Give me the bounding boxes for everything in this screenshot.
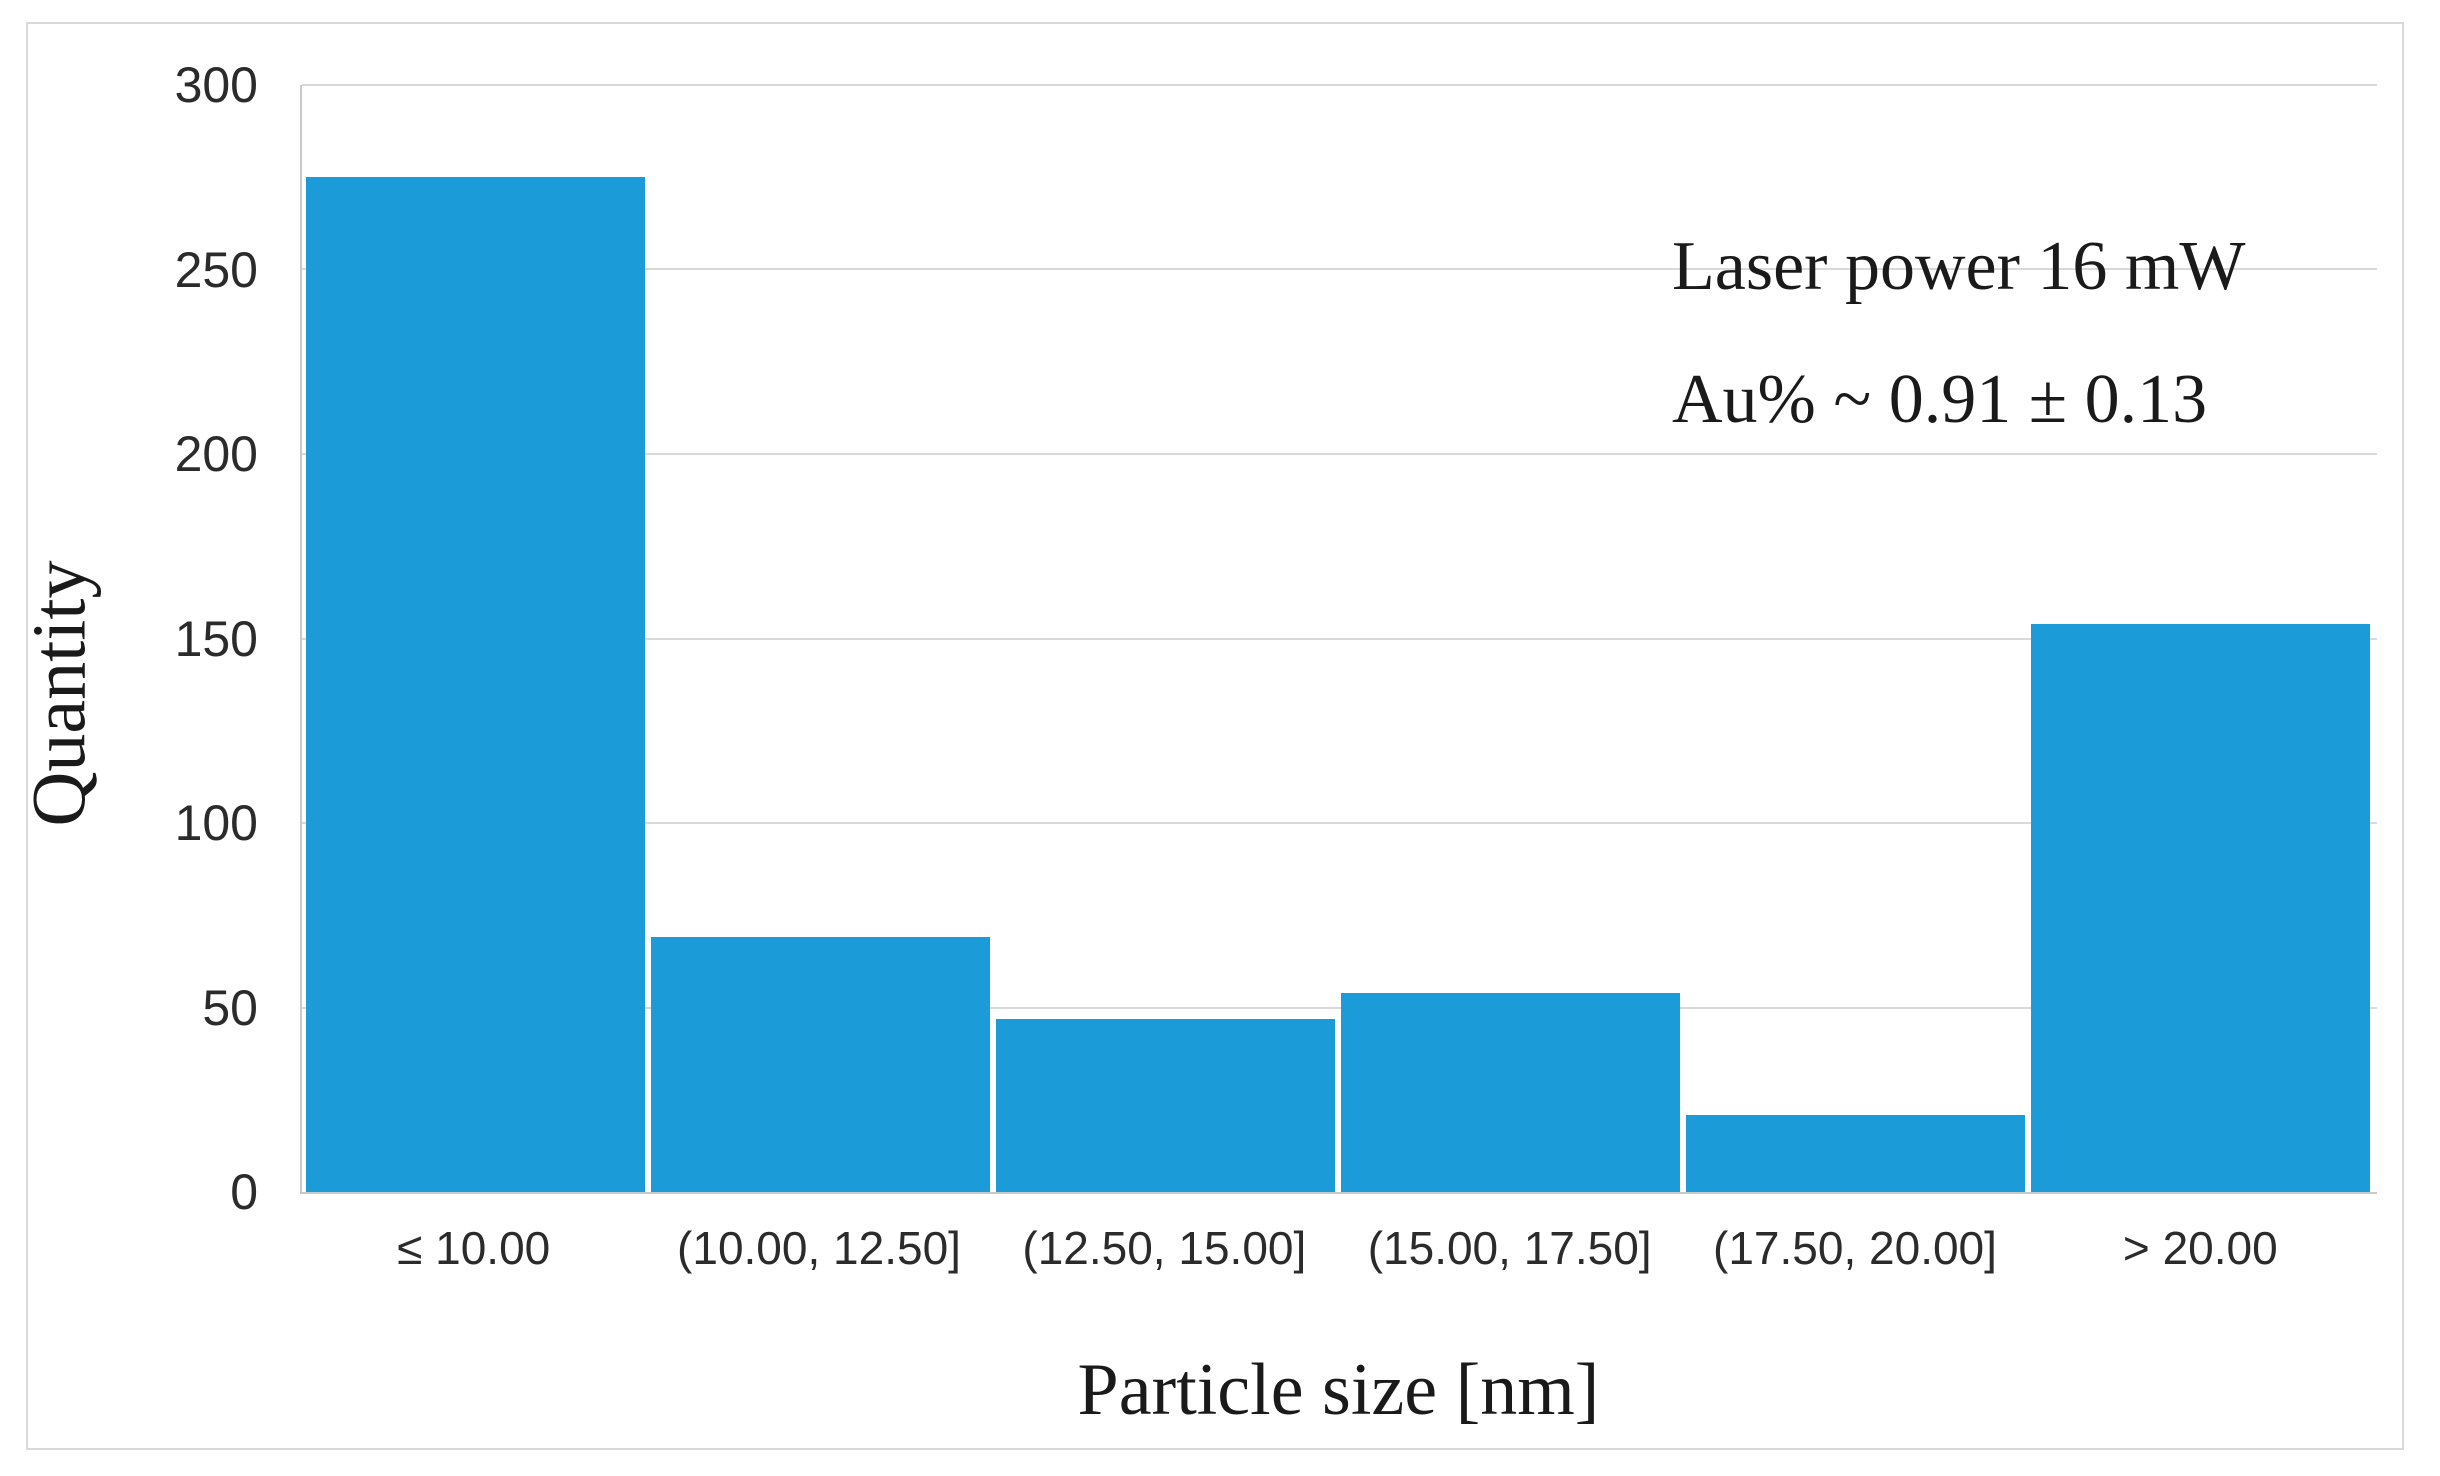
annotation: Laser power 16 mW Au% ~ 0.91 ± 0.13 <box>1672 200 2245 466</box>
gridline-150 <box>302 637 2377 640</box>
plot-area <box>300 84 2377 1194</box>
y-tick-label-250: 250 <box>174 241 258 298</box>
x-tick-label-5: > 20.00 <box>2122 1222 2278 1274</box>
bar-3 <box>1341 992 1680 1192</box>
annotation-line-1: Laser power 16 mW <box>1672 228 2246 305</box>
y-tick-label-150: 150 <box>174 610 258 667</box>
x-tick-label-0: ≤ 10.00 <box>397 1222 551 1274</box>
bars-group <box>302 85 2377 1192</box>
x-tick-label-4: (17.50, 20.00] <box>1713 1222 1997 1274</box>
x-axis-title: Particle size [nm] <box>1077 1349 1600 1431</box>
x-axis-tick-labels: ≤ 10.00 (10.00, 12.50] (12.50, 15.00] (15.0… <box>300 1212 2377 1284</box>
gridline-100 <box>302 821 2377 824</box>
x-tick-label-1: (10.00, 12.50] <box>677 1222 961 1274</box>
annotation-line-2: Au% ~ 0.91 ± 0.13 <box>1672 361 2208 438</box>
x-tick-label-3: (15.00, 17.50] <box>1367 1222 1652 1274</box>
y-tick-label-200: 200 <box>174 426 258 482</box>
y-tick-label-0: 0 <box>230 1164 258 1220</box>
bar-5 <box>2031 623 2370 1192</box>
gridline-250 <box>302 268 2377 271</box>
bar-4 <box>1686 1114 2025 1192</box>
y-tick-label-100: 100 <box>174 795 258 851</box>
bar-2 <box>996 1018 1335 1192</box>
y-tick-label-300: 300 <box>174 57 258 113</box>
gridline-300 <box>302 84 2377 86</box>
gridline-200 <box>302 452 2377 455</box>
gridline-50 <box>302 1006 2377 1009</box>
y-tick-label-50: 50 <box>202 979 258 1036</box>
bar-0 <box>306 177 645 1192</box>
bar-1 <box>651 937 990 1192</box>
x-tick-label-2: (12.50, 15.00] <box>1022 1222 1307 1274</box>
